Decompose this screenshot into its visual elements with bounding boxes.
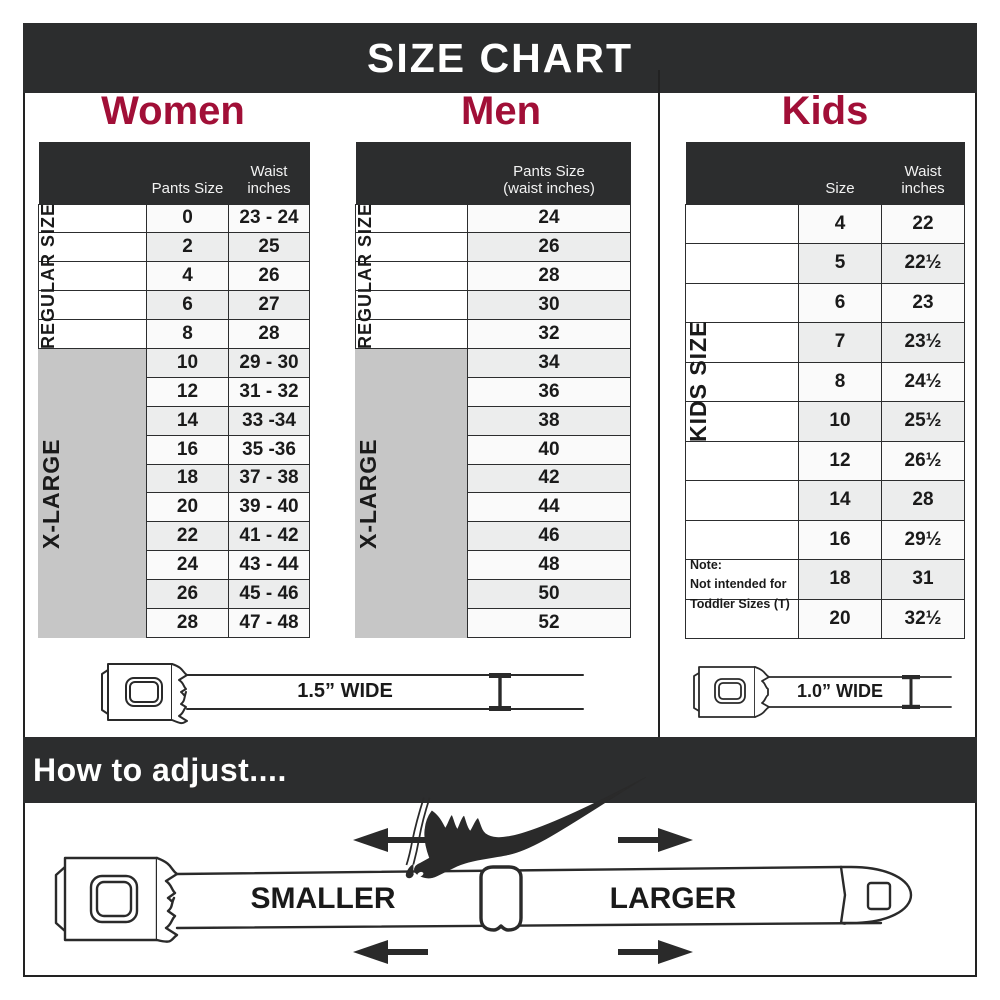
svg-text:1.5” WIDE: 1.5” WIDE (297, 680, 393, 702)
svg-text:SMALLER: SMALLER (251, 882, 396, 915)
svg-text:1.0” WIDE: 1.0” WIDE (797, 681, 883, 701)
